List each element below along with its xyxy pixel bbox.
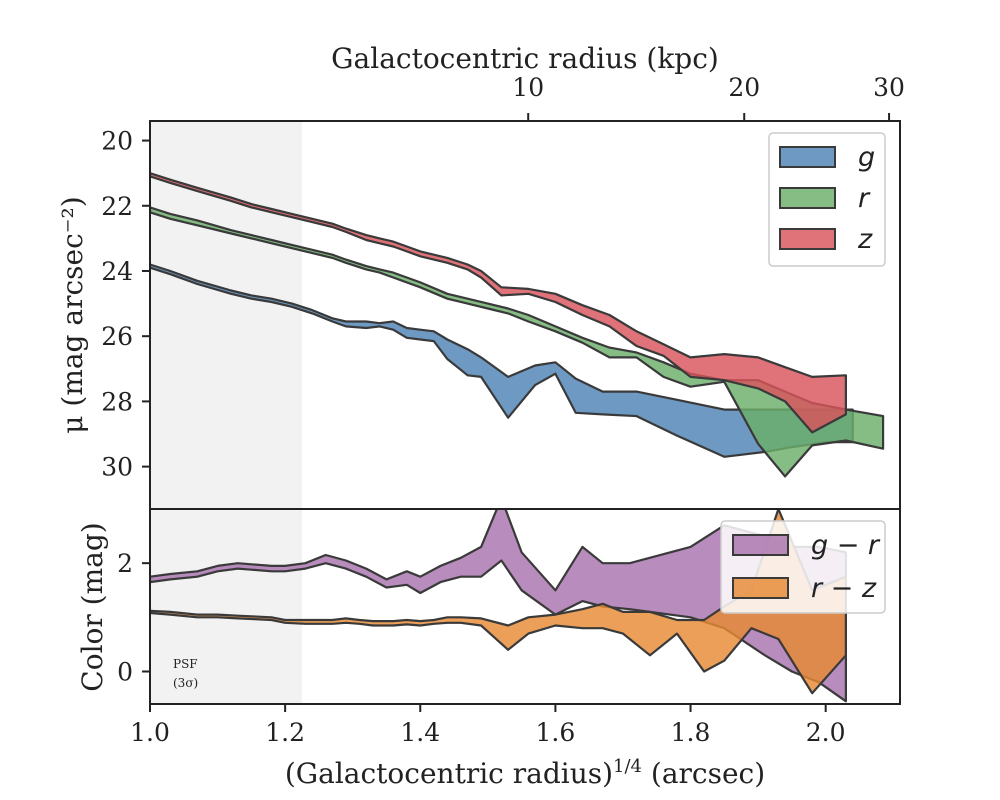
top-y-tick-label: 20: [101, 127, 133, 156]
top-x-tick-label: 10: [512, 73, 544, 102]
top-x-tick-label: 30: [873, 73, 905, 102]
surface-brightness-band-r: [150, 206, 885, 478]
bottom-y-tick-label: 2: [117, 549, 133, 578]
bottom-x-tick-label: 1.4: [400, 718, 440, 747]
bottom-x-tick-label: 1.0: [130, 718, 170, 747]
legend-swatch-g: [779, 146, 836, 168]
bottom-panel: 0 2 1.0 1.2 1.4 1.6 1.8 2.0 Color (mag) (Galac…: [76, 508, 901, 790]
legend-label-r-z: r − z: [811, 573, 877, 604]
bottom-frame: [149, 508, 901, 705]
top-y-tick-label: 30: [101, 453, 133, 482]
top-x-tick-label: 20: [728, 73, 760, 102]
legend-swatch-g-r: [732, 534, 789, 556]
bottom-y-axis-title: Color (mag): [76, 522, 109, 691]
top-y-tick-label: 26: [101, 322, 133, 351]
legend-label-g-r: g − r: [811, 530, 881, 561]
legend-label-r: r: [858, 183, 871, 214]
psf-region-bottom: [150, 509, 302, 704]
bottom-x-tick-label: 1.6: [536, 718, 576, 747]
psf-annotation-line2: (3σ): [173, 676, 198, 690]
color-band-g-r: [150, 509, 847, 703]
legend-label-z: z: [857, 224, 873, 255]
top-y-tick-label: 22: [101, 192, 133, 221]
bottom-x-tick-label: 2.0: [806, 718, 846, 747]
top-y-tick-label: 28: [101, 387, 133, 416]
bottom-y-tick-label: 0: [117, 658, 133, 687]
bottom-x-tick-label: 1.8: [671, 718, 711, 747]
bottom-legend: g − r r − z: [720, 520, 886, 614]
legend-swatch-z: [779, 228, 836, 250]
top-legend: grz: [768, 132, 886, 267]
psf-annotation-line1: PSF: [173, 657, 198, 671]
top-y-tick-label: 24: [101, 257, 133, 286]
legend-swatch-r: [779, 187, 836, 209]
psf-region-top: [150, 121, 302, 509]
legend-label-g: g: [858, 142, 875, 173]
bottom-x-tick-label: 1.2: [265, 718, 305, 747]
x-axis-title-tail: (arcsec): [642, 757, 765, 790]
top-x-axis-title: Galactocentric radius (kpc): [331, 42, 719, 75]
bottom-x-axis-title: (Galactocentric radius)1/4 (arcsec): [285, 756, 765, 790]
x-axis-title-main: (Galactocentric radius): [285, 757, 613, 790]
surface-brightness-band-z: [150, 172, 847, 434]
x-axis-title-sup: 1/4: [613, 756, 642, 777]
legend-swatch-r-z: [732, 577, 789, 599]
top-y-axis-title: μ (mag arcsec⁻²): [56, 196, 89, 433]
